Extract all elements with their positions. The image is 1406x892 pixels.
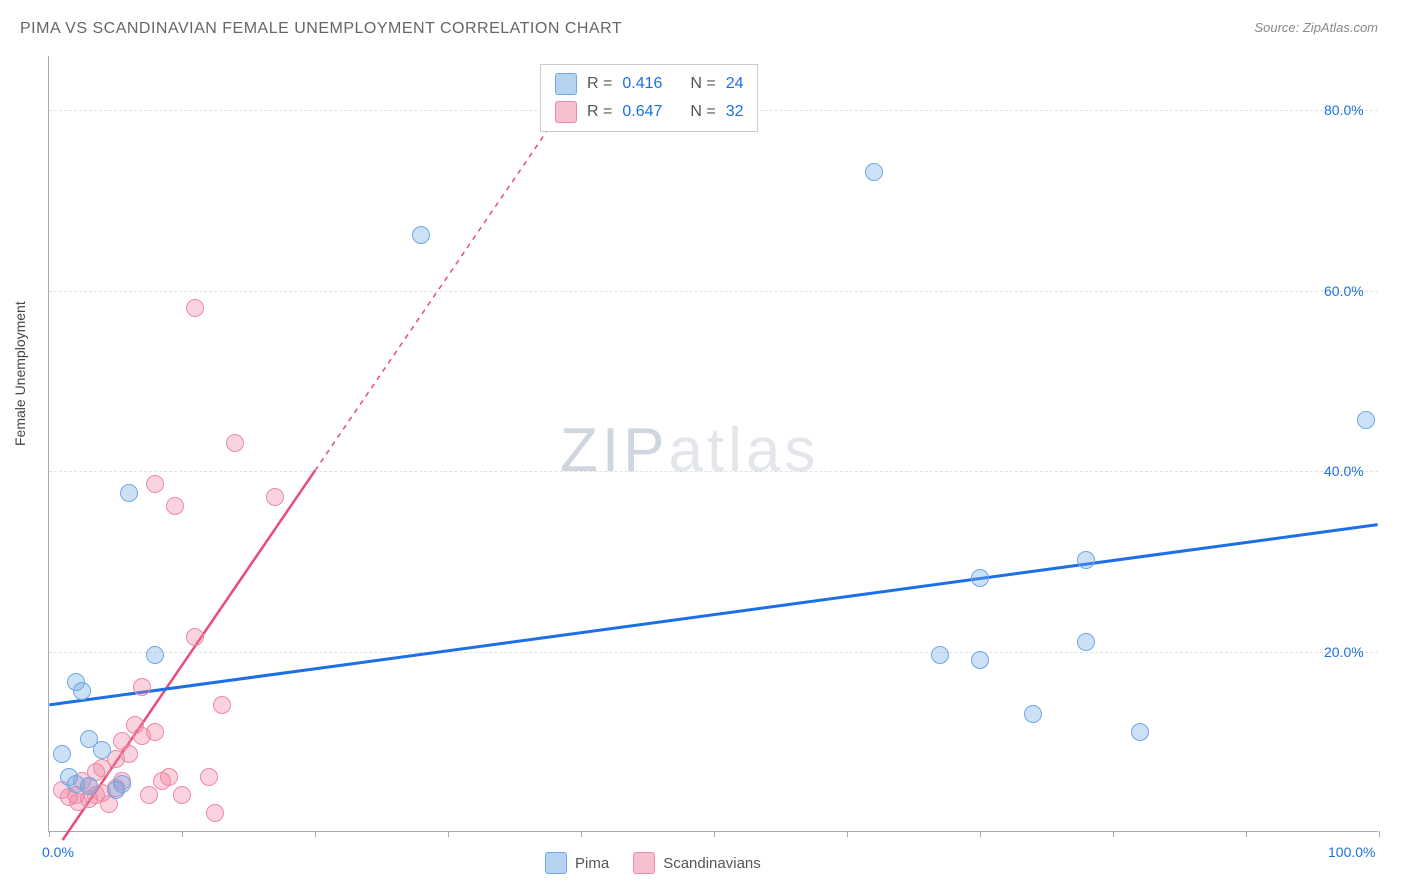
point-pima <box>73 682 91 700</box>
point-pima <box>146 646 164 664</box>
point-pima <box>80 777 98 795</box>
point-pima <box>931 646 949 664</box>
xtick <box>980 831 981 837</box>
point-pima <box>971 569 989 587</box>
point-pima <box>412 226 430 244</box>
legend-swatch <box>555 101 577 123</box>
legend-n-label: N = <box>690 103 715 121</box>
yaxis-tick-label: 20.0% <box>1324 644 1364 660</box>
xtick <box>1246 831 1247 837</box>
point-scandinavians <box>186 299 204 317</box>
point-scandinavians <box>266 488 284 506</box>
point-pima <box>1024 705 1042 723</box>
yaxis-tick-label: 40.0% <box>1324 463 1364 479</box>
legend-stats: R = 0.416 N = 24 R = 0.647 N = 32 <box>540 64 758 132</box>
legend-swatch <box>545 852 567 874</box>
point-scandinavians <box>146 723 164 741</box>
trendlines-svg <box>49 56 1378 831</box>
legend-stat-row: R = 0.416 N = 24 <box>555 73 743 95</box>
yaxis-label: Female Unemployment <box>12 301 28 446</box>
xaxis-tick-label: 100.0% <box>1328 844 1375 860</box>
legend-item: Pima <box>545 852 609 874</box>
xaxis-tick-label: 0.0% <box>42 844 74 860</box>
plot-area <box>48 56 1378 832</box>
point-pima <box>113 775 131 793</box>
xtick <box>448 831 449 837</box>
point-pima <box>120 484 138 502</box>
legend-r-label: R = <box>587 75 612 93</box>
xtick <box>182 831 183 837</box>
point-scandinavians <box>120 745 138 763</box>
point-pima <box>93 741 111 759</box>
point-scandinavians <box>173 786 191 804</box>
point-scandinavians <box>200 768 218 786</box>
legend-n-label: N = <box>690 75 715 93</box>
xtick <box>1379 831 1380 837</box>
legend-swatch <box>633 852 655 874</box>
yaxis-tick-label: 80.0% <box>1324 102 1364 118</box>
legend-r-label: R = <box>587 103 612 121</box>
xtick <box>847 831 848 837</box>
legend-r-value: 0.647 <box>622 103 672 121</box>
trend-solid <box>49 525 1377 705</box>
xtick <box>714 831 715 837</box>
legend-n-value: 24 <box>726 75 744 93</box>
xtick <box>1113 831 1114 837</box>
point-scandinavians <box>146 475 164 493</box>
legend-label: Pima <box>575 855 609 872</box>
legend-stat-row: R = 0.647 N = 32 <box>555 101 743 123</box>
point-scandinavians <box>206 804 224 822</box>
xtick <box>581 831 582 837</box>
point-pima <box>1077 633 1095 651</box>
source-label: Source: ZipAtlas.com <box>1254 20 1378 35</box>
point-scandinavians <box>166 497 184 515</box>
point-scandinavians <box>186 628 204 646</box>
point-scandinavians <box>160 768 178 786</box>
legend-label: Scandinavians <box>663 855 761 872</box>
point-pima <box>865 163 883 181</box>
xtick <box>315 831 316 837</box>
legend-r-value: 0.416 <box>622 75 672 93</box>
point-pima <box>1077 551 1095 569</box>
legend-n-value: 32 <box>726 103 744 121</box>
point-pima <box>1131 723 1149 741</box>
point-pima <box>1357 411 1375 429</box>
point-scandinavians <box>226 434 244 452</box>
legend-swatch <box>555 73 577 95</box>
point-scandinavians <box>213 696 231 714</box>
chart-title: PIMA VS SCANDINAVIAN FEMALE UNEMPLOYMENT… <box>20 20 622 38</box>
point-pima <box>53 745 71 763</box>
point-scandinavians <box>133 678 151 696</box>
point-pima <box>971 651 989 669</box>
legend-item: Scandinavians <box>633 852 761 874</box>
point-scandinavians <box>140 786 158 804</box>
legend-series: Pima Scandinavians <box>545 852 761 874</box>
xtick <box>49 831 50 837</box>
yaxis-tick-label: 60.0% <box>1324 283 1364 299</box>
